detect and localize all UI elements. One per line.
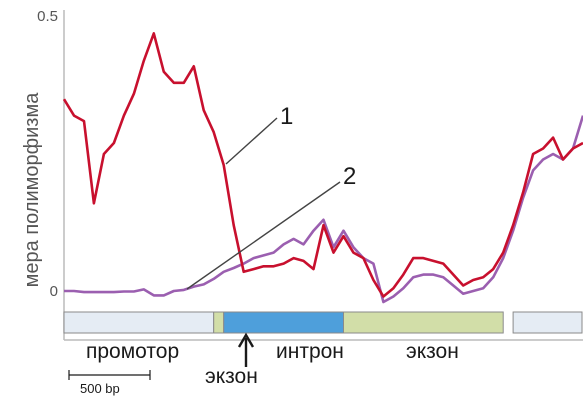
y-axis-label: мера полиморфизма: [21, 92, 43, 288]
gene-segments: [63, 311, 583, 334]
callouts: 1 2: [186, 103, 356, 290]
segment-label-promoter: промотор: [86, 340, 179, 363]
segment-label-exon-2: экзон: [406, 340, 459, 363]
gene-segment-2: [213, 311, 225, 334]
y-tick-label-zero: 0: [50, 283, 58, 300]
y-tick-label-top: 0.5: [37, 8, 58, 25]
scale-bar: 500 bp: [68, 370, 151, 396]
gene-segment-labels: промотор экзон интрон экзон: [86, 332, 459, 388]
gene-segment-3: [223, 311, 344, 334]
segment-label-intron: интрон: [276, 340, 344, 363]
gene-segment-4: [343, 311, 504, 334]
series-line-1: [62, 32, 583, 298]
segment-label-exon-1: экзон: [205, 365, 258, 388]
callout-leader-2: [186, 181, 341, 290]
series-line-2: [64, 115, 583, 304]
scale-bar-label: 500 bp: [80, 381, 120, 396]
callout-label-1: 1: [280, 103, 293, 130]
gene-segment-1: [63, 311, 215, 334]
series-lines: [62, 32, 583, 304]
callout-leader-1: [225, 117, 278, 165]
gene-segment-5: [512, 311, 583, 334]
exon-arrow-icon: [237, 332, 255, 367]
axes: 0.5 0 мера полиморфизма: [21, 8, 583, 341]
callout-label-2: 2: [343, 163, 356, 190]
